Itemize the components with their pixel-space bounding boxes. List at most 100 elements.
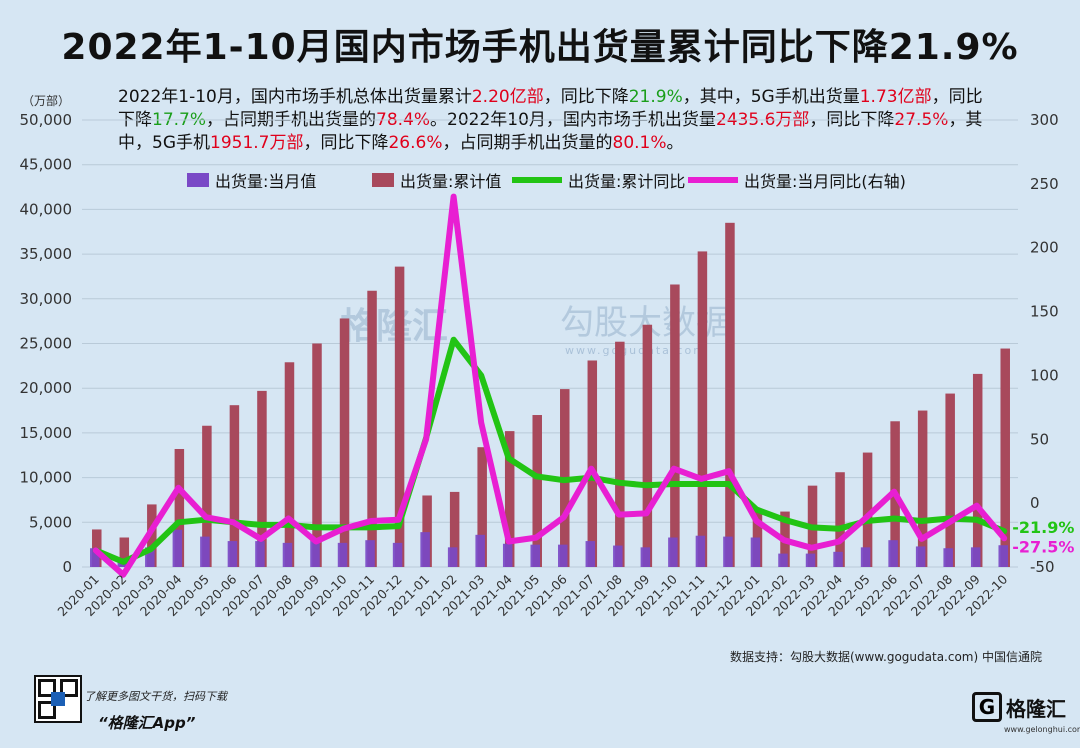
series-line-monthly-yoy: [92, 193, 1008, 578]
summary-part: ，其中，5G手机出货量: [682, 87, 860, 107]
bar-monthly: [695, 535, 706, 567]
summary-value: 1.73亿部: [859, 87, 932, 107]
end-label-monthly-yoy: -27.5%: [1012, 537, 1074, 556]
bar-cumulative: [642, 324, 653, 567]
bar-monthly: [640, 547, 651, 567]
watermark-brand: 格隆汇: [340, 306, 448, 347]
bar-cumulative: [532, 415, 542, 567]
watermark-url: www.gogudata.com: [565, 344, 706, 357]
left-tick-label: 40,000: [20, 200, 73, 218]
bar-cumulative: [229, 405, 240, 567]
summary-part: 2022年1-10月，国内市场手机总体出货量累计: [118, 87, 472, 107]
left-tick-label: 20,000: [20, 379, 73, 397]
summary-part: ，同比下降: [303, 133, 389, 153]
right-tick-label: 100: [1030, 366, 1059, 384]
legend-swatch: [372, 173, 394, 187]
bar-monthly: [778, 553, 788, 567]
legend-label: 出货量:累计值: [400, 172, 501, 191]
page-title: 2022年1-10月国内市场手机出货量累计同比下降21.9%: [61, 27, 1019, 68]
bar-cumulative: [862, 452, 873, 567]
bar-cumulative: [312, 343, 322, 567]
summary-text: 2022年1-10月，国内市场手机总体出货量累计2.20亿部，同比下降21.9%…: [118, 86, 986, 155]
brand-name: 格隆汇: [1006, 696, 1066, 721]
summary-value: 80.1%: [612, 133, 667, 153]
bar-cumulative: [615, 341, 625, 567]
bar-monthly: [392, 542, 403, 567]
right-tick-label: 150: [1030, 303, 1059, 321]
data-source: 数据支持：勾股大数据(www.gogudata.com) 中国信通院: [730, 650, 1042, 664]
bar-monthly: [833, 551, 843, 567]
bar-cumulative: [449, 491, 460, 567]
bar-monthly: [172, 529, 183, 567]
bar-cumulative: [697, 251, 708, 567]
summary-value: 1951.7万部: [210, 133, 304, 153]
legend-label: 出货量:当月值: [215, 172, 316, 191]
right-tick-label: 200: [1030, 239, 1059, 257]
bar-monthly: [860, 547, 871, 567]
bar-cumulative: [202, 425, 212, 567]
qr-code-icon: [34, 675, 82, 723]
legend-label: 出货量:累计同比: [568, 172, 685, 191]
legend-swatch: [187, 173, 209, 187]
left-tick-label: 45,000: [20, 156, 73, 174]
bar-monthly: [447, 547, 458, 567]
brand-g-icon: G: [972, 692, 1002, 722]
right-tick-label: 0: [1030, 494, 1040, 512]
bar-cumulative: [1000, 348, 1010, 567]
bar-cumulative: [587, 360, 598, 567]
brand-logo: G 格隆汇: [972, 690, 1066, 724]
bar-monthly: [668, 537, 678, 567]
bar-cumulative: [339, 318, 350, 567]
left-tick-label: 10,000: [20, 469, 73, 487]
summary-part: 。: [666, 133, 684, 153]
left-tick-label: 30,000: [20, 290, 73, 308]
bar-cumulative: [257, 390, 267, 567]
promo-text: 了解更多图文干货，扫码下载: [84, 690, 227, 703]
bar-cumulative: [504, 431, 515, 567]
bar-monthly: [90, 548, 100, 567]
bar-cumulative: [835, 472, 845, 567]
left-tick-label: 35,000: [20, 245, 73, 263]
right-tick-label: 250: [1030, 175, 1059, 193]
bar-monthly: [943, 548, 953, 567]
bar-monthly: [255, 541, 265, 567]
bar-cumulative: [147, 504, 157, 567]
right-tick-label: -50: [1030, 558, 1055, 576]
bar-monthly: [200, 536, 210, 567]
left-tick-label: 5,000: [29, 513, 72, 531]
bar-monthly: [915, 546, 926, 567]
bar-cumulative: [284, 362, 295, 567]
bar-cumulative: [945, 393, 955, 567]
chart: 0 5,000 10,000 15,000 20,000 25,000 30,000 35,0…: [20, 111, 1075, 619]
left-tick-label: 15,000: [20, 424, 73, 442]
bar-monthly: [888, 540, 898, 567]
left-tick-label: 50,000: [20, 111, 73, 129]
brand-url: www.gelonghui.com: [1004, 725, 1080, 734]
series-line-cumulative-yoy: [92, 336, 1008, 565]
bar-monthly: [337, 542, 348, 567]
legend-label: 出货量:当月同比(右轴): [744, 172, 906, 191]
bar-monthly: [613, 545, 623, 567]
bar-monthly: [145, 547, 155, 567]
bar-cumulative: [670, 284, 680, 567]
bar-monthly: [805, 553, 816, 567]
bar-cumulative: [367, 290, 377, 567]
bar-monthly: [475, 534, 485, 567]
promo-app-name: “格隆汇App”: [98, 714, 196, 732]
bar-monthly: [558, 544, 568, 567]
bar-cumulative: [725, 222, 735, 567]
bar-monthly: [585, 541, 596, 567]
summary-value: 21.9%: [628, 87, 683, 107]
summary-part: ，同比下降: [543, 87, 629, 107]
bar-monthly: [420, 532, 430, 567]
bar-cumulative: [119, 537, 130, 567]
left-axis-unit: （万部）: [22, 94, 71, 108]
bar-monthly: [310, 540, 320, 567]
summary-value: 26.6%: [388, 133, 443, 153]
bar-monthly: [227, 541, 238, 567]
right-tick-label: 50: [1030, 430, 1049, 448]
left-tick-label: 0: [62, 558, 72, 576]
bar-monthly: [530, 544, 540, 567]
summary-value: 2.20亿部: [471, 87, 544, 107]
bar-monthly: [723, 536, 733, 567]
